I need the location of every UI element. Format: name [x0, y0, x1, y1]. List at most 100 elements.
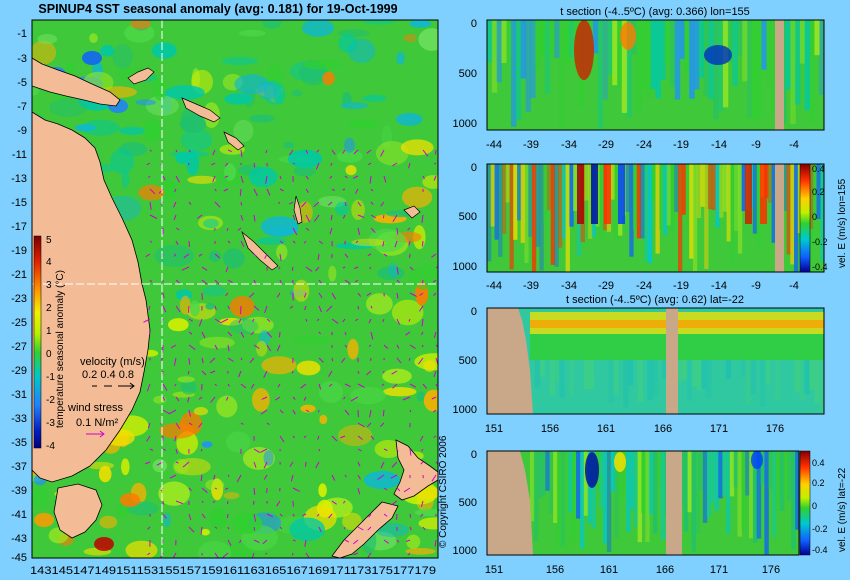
velocity-vector	[225, 266, 229, 273]
velocity-vector	[405, 539, 411, 543]
velocity-vector	[148, 305, 151, 311]
velocity-key-title: velocity (m/s)	[80, 356, 145, 368]
anomaly-blob	[396, 112, 423, 126]
map-y-tick: -41	[11, 509, 27, 521]
velocity-vector	[173, 357, 177, 366]
section-column	[768, 451, 773, 490]
section-column	[487, 20, 493, 63]
section-column	[679, 451, 685, 506]
velocity-vector	[305, 188, 309, 193]
anomaly-blob	[116, 502, 129, 519]
anomaly-hotspot	[120, 493, 140, 507]
anomaly-blob	[345, 165, 357, 176]
section-column	[613, 360, 619, 394]
section-column	[729, 451, 735, 497]
section-column	[569, 164, 574, 227]
section-column	[727, 20, 734, 63]
velocity-vector	[149, 201, 152, 210]
velocity-vector	[261, 396, 268, 400]
velocity-vector	[279, 435, 285, 443]
section-title: t section (-4..5ºC) (avg: 0.366) lon=155	[560, 6, 750, 18]
map-y-axis: -1 -3 -5 -7 -9 -11 -13 -15 -17 -19 -21 -…	[11, 28, 27, 564]
map-y-tick: -23	[11, 293, 27, 305]
wind-key-title: wind stress	[67, 402, 124, 414]
section-column	[603, 451, 608, 544]
section-column	[637, 360, 644, 402]
colorbar-tick: -1	[46, 372, 55, 383]
velocity-vector	[227, 331, 233, 337]
anomaly-blob	[301, 20, 335, 37]
section-column	[734, 164, 739, 231]
velocity-vector	[240, 357, 243, 361]
velocity-vector	[344, 474, 347, 478]
anomaly-blob	[119, 126, 145, 136]
section-column	[730, 164, 735, 263]
section-column	[546, 164, 552, 211]
anomaly-blob	[190, 300, 200, 317]
section-column	[791, 451, 796, 550]
velocity-vector	[420, 500, 424, 508]
section-vel-lon: 0.4 0.2 0 -0.2 -0.4 vel. E (m/s) lon=155…	[453, 162, 848, 292]
section-column	[554, 164, 559, 267]
section-column	[525, 20, 531, 112]
velocity-vector	[187, 370, 190, 375]
map-y-tick: -25	[11, 317, 27, 329]
velocity-vector	[355, 240, 359, 244]
velocity-vector	[354, 279, 359, 283]
anomaly-blob	[418, 28, 438, 51]
section-anomaly	[704, 45, 732, 65]
section-x-tick: -19	[673, 280, 689, 292]
velocity-vector	[318, 409, 320, 413]
anomaly-blob	[74, 124, 96, 132]
section-column	[816, 164, 821, 220]
velocity-vector	[342, 149, 346, 154]
anomaly-hotspot	[82, 51, 102, 65]
velocity-vector	[331, 435, 338, 442]
velocity-vector	[278, 266, 281, 270]
anomaly-blob	[303, 60, 342, 70]
section-x-tick: 156	[541, 423, 559, 435]
velocity-vector	[431, 253, 437, 258]
velocity-vector	[213, 474, 216, 480]
anomaly-blob	[262, 20, 282, 29]
map-y-tick: -9	[17, 125, 27, 137]
velocity-vector	[316, 149, 320, 153]
velocity-vector	[357, 383, 365, 388]
anomaly-blob	[409, 20, 432, 28]
velocity-vector	[394, 240, 398, 248]
section-x-tick: 166	[654, 423, 672, 435]
section-column	[564, 451, 569, 549]
velocity-vector	[409, 526, 412, 531]
velocity-vector	[330, 214, 333, 221]
velocity-vector	[409, 344, 416, 350]
velocity-vector	[279, 188, 284, 192]
section-column	[579, 360, 585, 401]
velocity-vector	[317, 435, 320, 440]
velocity-vector	[313, 214, 320, 222]
section-column	[711, 360, 717, 399]
section-y-tick: 0	[471, 306, 477, 318]
velocity-vector	[370, 227, 376, 234]
section-column	[608, 360, 614, 403]
section-x-tick: -4	[789, 139, 799, 151]
velocity-vector	[263, 370, 268, 378]
velocity-vector	[408, 357, 411, 361]
section-column	[647, 360, 654, 401]
velocity-vector	[198, 396, 203, 400]
velocity-vector	[352, 175, 359, 179]
velocity-vector	[369, 409, 372, 418]
section-column	[674, 20, 681, 100]
velocity-vector	[146, 383, 151, 392]
anomaly-blob	[238, 29, 266, 37]
velocity-vector	[240, 383, 247, 389]
velocity-vector	[421, 214, 424, 223]
anomaly-blob	[283, 141, 294, 149]
map-y-tick: -27	[11, 341, 27, 353]
velocity-vector	[366, 292, 372, 297]
velocity-vector	[188, 487, 192, 492]
vel-colorbar-tick: -0.2	[812, 237, 828, 247]
section-column	[789, 360, 796, 393]
velocity-vector	[342, 318, 346, 323]
anomaly-blob	[110, 148, 135, 175]
velocity-vector	[174, 188, 177, 193]
